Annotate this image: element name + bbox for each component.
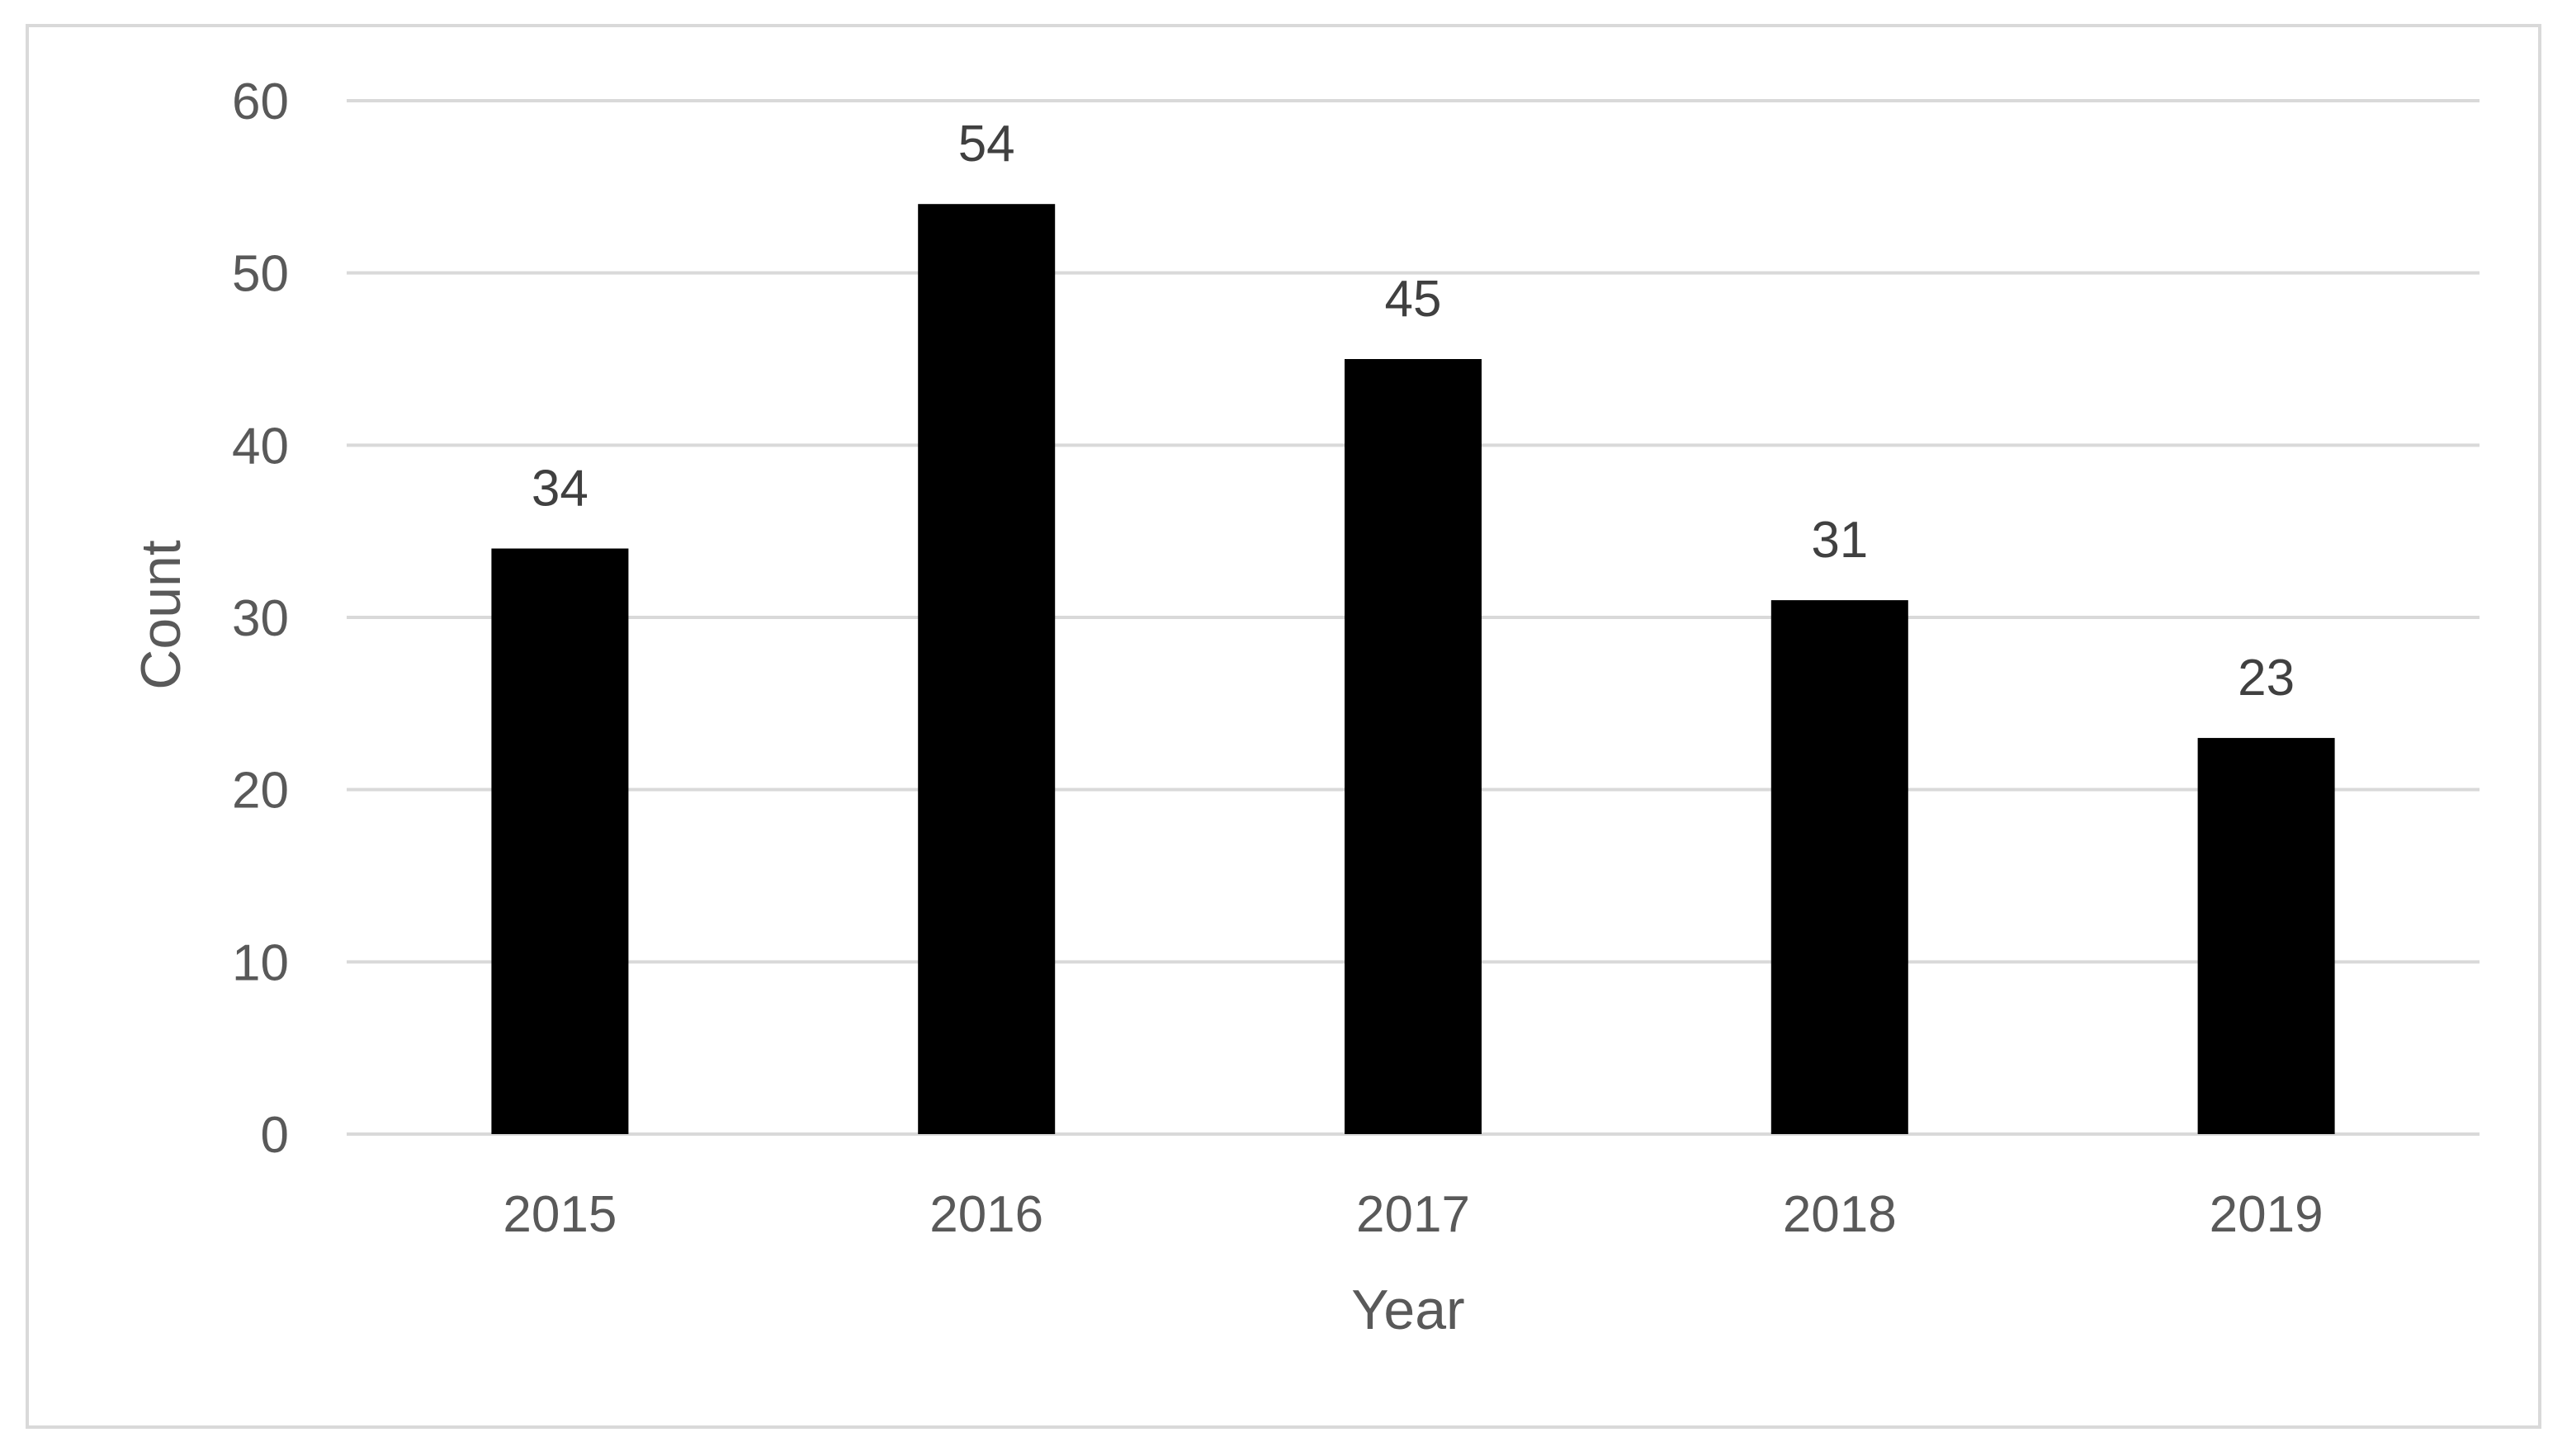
x-axis-ticks: 2015 2016 2017 2018 2019 xyxy=(503,1186,2323,1243)
y-tick-label: 10 xyxy=(232,934,289,991)
data-label-2016: 54 xyxy=(958,116,1015,173)
y-tick-label: 40 xyxy=(232,418,289,475)
y-axis-title: Count xyxy=(130,540,192,690)
bar-2016 xyxy=(918,204,1056,1135)
x-tick-label: 2019 xyxy=(2210,1186,2324,1243)
y-tick-label: 20 xyxy=(232,763,289,820)
x-tick-label: 2015 xyxy=(503,1186,617,1243)
y-tick-label: 0 xyxy=(261,1107,289,1164)
bars xyxy=(491,204,2335,1135)
y-tick-label: 60 xyxy=(232,73,289,130)
x-tick-label: 2018 xyxy=(1783,1186,1897,1243)
x-tick-label: 2017 xyxy=(1356,1186,1470,1243)
bar-2017 xyxy=(1345,359,1482,1134)
data-label-2018: 31 xyxy=(1811,512,1868,569)
y-tick-label: 30 xyxy=(232,590,289,647)
y-axis-ticks: 0 10 20 30 40 50 60 xyxy=(232,73,289,1164)
x-axis-title: Year xyxy=(1351,1279,1464,1341)
bar-2015 xyxy=(491,548,629,1134)
data-label-2017: 45 xyxy=(1385,271,1442,328)
data-labels: 34 54 45 31 23 xyxy=(532,116,2295,707)
chart-frame xyxy=(26,24,2541,1429)
data-label-2015: 34 xyxy=(532,461,589,518)
bar-2018 xyxy=(1770,600,1908,1134)
x-tick-label: 2016 xyxy=(929,1186,1043,1243)
bar-2019 xyxy=(2197,738,2335,1134)
data-label-2019: 23 xyxy=(2238,650,2295,707)
y-tick-label: 50 xyxy=(232,246,289,303)
